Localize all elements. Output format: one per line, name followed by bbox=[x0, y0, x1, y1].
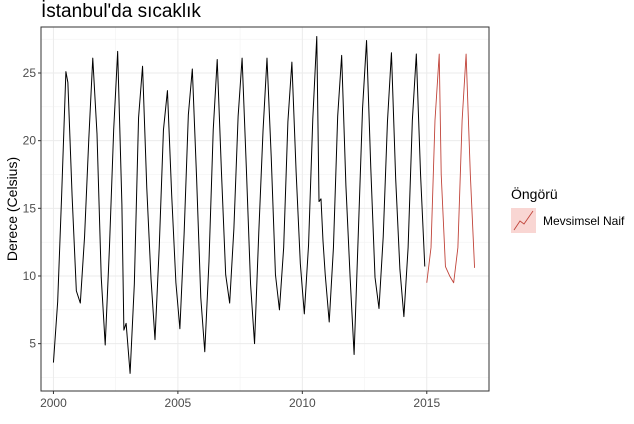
y-tick-label: 25 bbox=[23, 66, 37, 80]
legend: Öngörü Mevsimsel Naif bbox=[511, 185, 625, 233]
y-axis: 5 10 15 20 25 bbox=[23, 66, 41, 351]
y-tick-label: 10 bbox=[23, 269, 37, 283]
y-tick-label: 20 bbox=[23, 134, 37, 148]
x-axis: 2000 2005 2010 2015 bbox=[40, 391, 440, 410]
y-tick-label: 15 bbox=[23, 201, 37, 215]
panel-border bbox=[40, 26, 490, 392]
legend-key-line bbox=[513, 210, 534, 231]
x-tick-label: 2015 bbox=[413, 396, 440, 410]
series-line-forecast bbox=[426, 53, 476, 284]
x-tick-label: 2000 bbox=[40, 396, 67, 410]
series-line-observed bbox=[52, 35, 426, 374]
x-tick-label: 2010 bbox=[289, 396, 316, 410]
x-tick-label: 2005 bbox=[165, 396, 192, 410]
legend-title: Öngörü bbox=[511, 185, 558, 202]
legend-label-mevsimsel-naif: Mevsimsel Naif bbox=[543, 214, 625, 228]
y-axis-label: Derece (Celsius) bbox=[4, 157, 20, 261]
y-tick-label: 5 bbox=[29, 337, 36, 351]
plot-panel bbox=[40, 26, 490, 392]
chart-title: İstanbul'da sıcaklık bbox=[41, 1, 201, 22]
